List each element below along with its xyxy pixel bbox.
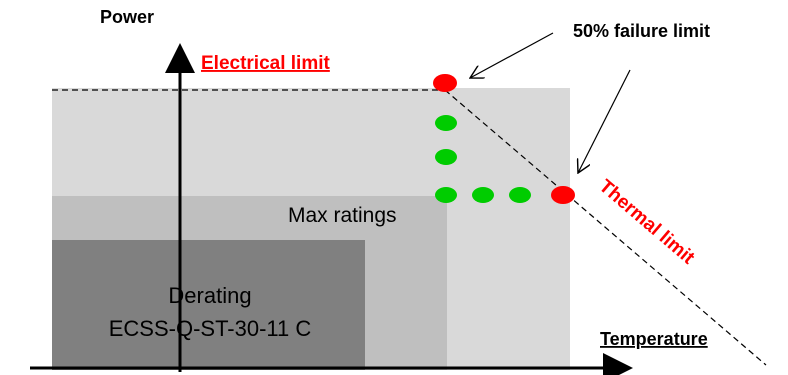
power-axis-label: Power	[100, 7, 154, 27]
green-dot	[435, 115, 457, 131]
green-dot	[472, 187, 494, 203]
green-dot	[509, 187, 531, 203]
electrical-limit-label: Electrical limit	[201, 53, 331, 74]
zone-derating	[52, 240, 365, 370]
arrow-pointer	[470, 32, 554, 78]
derating-standard-label: ECSS-Q-ST-30-11 C	[109, 316, 312, 341]
green-dot	[435, 187, 457, 203]
green-dot	[435, 149, 457, 165]
arrow-pointer	[578, 69, 631, 173]
thermal-limit-label: Thermal limit	[595, 176, 699, 269]
thermal-limit-line	[444, 89, 767, 366]
derating-label: Derating	[168, 283, 251, 308]
red-dot	[551, 186, 575, 204]
temperature-axis-label: Temperature	[600, 329, 708, 349]
failure-limit-label: 50% failure limit	[573, 21, 710, 41]
red-dot	[433, 74, 457, 92]
max-ratings-label: Max ratings	[288, 204, 397, 227]
